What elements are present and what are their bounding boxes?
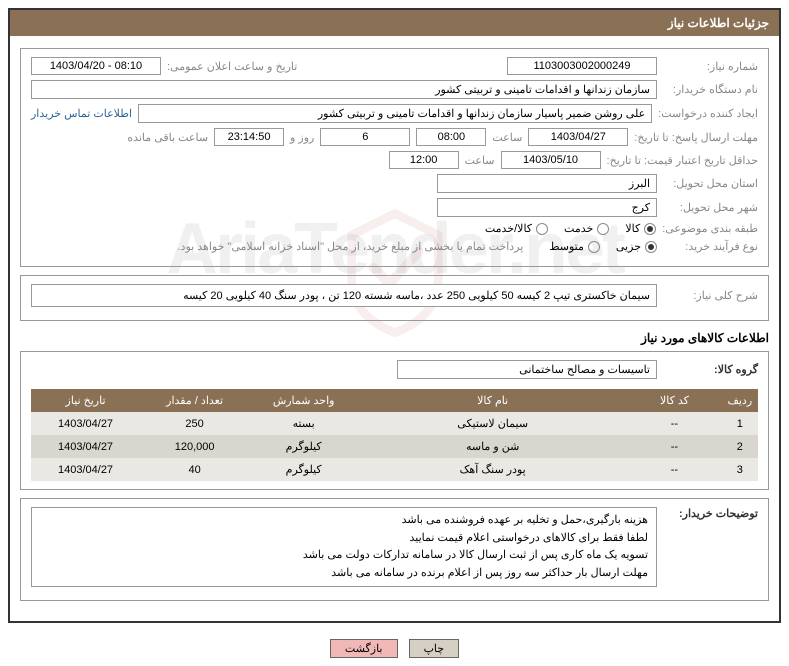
table-row: 2--شن و ماسهکیلوگرم120,0001403/04/27: [31, 435, 758, 458]
buyer-contact-link[interactable]: اطلاعات تماس خریدار: [31, 107, 132, 120]
category-label: طبقه بندی موضوعی:: [662, 222, 758, 235]
cell-date: 1403/04/27: [31, 458, 140, 481]
radio-small-label: جزیی: [616, 240, 641, 253]
cell-n: 3: [722, 458, 758, 481]
table-row: 3--پودر سنگ آهککیلوگرم401403/04/27: [31, 458, 758, 481]
radio-goods-label: کالا: [625, 222, 640, 235]
th-code: کد کالا: [627, 389, 722, 412]
buyer-org-label: نام دستگاه خریدار:: [663, 83, 758, 96]
cell-n: 1: [722, 412, 758, 435]
buyer-note-line: لطفا فقط برای کالاهای درخواستی اعلام قیم…: [40, 530, 648, 548]
radio-goods[interactable]: [644, 223, 656, 235]
th-name: نام کالا: [358, 389, 627, 412]
summary-box: شرح کلی نیاز: سیمان خاکستری تیپ 2 کیسه 5…: [20, 275, 769, 321]
group-value: تاسیسات و مصالح ساختمانی: [397, 360, 657, 379]
radio-small[interactable]: [645, 241, 657, 253]
print-button[interactable]: چاپ: [409, 639, 460, 658]
cell-date: 1403/04/27: [31, 412, 140, 435]
cell-qty: 120,000: [140, 435, 249, 458]
time-label-2: ساعت: [465, 154, 495, 167]
buyer-notes-box: توضیحات خریدار: هزینه بارگیری،حمل و تخلی…: [20, 498, 769, 601]
days-and-label: روز و: [290, 131, 314, 144]
cell-qty: 250: [140, 412, 249, 435]
province-label: استان محل تحویل:: [663, 177, 758, 190]
announce-label: تاریخ و ساعت اعلان عمومی:: [167, 60, 297, 73]
panel-header: جزئیات اطلاعات نیاز: [10, 10, 779, 36]
cell-n: 2: [722, 435, 758, 458]
requester-label: ایجاد کننده درخواست:: [658, 107, 758, 120]
deadline-resp-date: 1403/04/27: [528, 128, 628, 146]
main-info-box: شماره نیاز: 1103003002000249 تاریخ و ساع…: [20, 48, 769, 267]
announce-value: 1403/04/20 - 08:10: [31, 57, 161, 75]
th-qty: تعداد / مقدار: [140, 389, 249, 412]
buyer-note-line: تسویه یک ماه کاری پس از ثبت ارسال کالا د…: [40, 547, 648, 565]
time-label-1: ساعت: [492, 131, 522, 144]
summary-value: سیمان خاکستری تیپ 2 کیسه 50 کیلویی 250 ع…: [31, 284, 657, 307]
cell-unit: بسته: [249, 412, 358, 435]
need-no-value: 1103003002000249: [507, 57, 657, 75]
city-label: شهر محل تحویل:: [663, 201, 758, 214]
radio-service-label: خدمت: [564, 222, 593, 235]
items-box: گروه کالا: تاسیسات و مصالح ساختمانی ردیف…: [20, 351, 769, 490]
group-label: گروه کالا:: [663, 363, 758, 376]
cell-qty: 40: [140, 458, 249, 481]
province-value: البرز: [437, 174, 657, 193]
deadline-resp-time: 08:00: [416, 128, 486, 146]
radio-service[interactable]: [597, 223, 609, 235]
purchase-type-radio-group: جزیی متوسط: [549, 240, 657, 253]
cell-name: شن و ماسه: [358, 435, 627, 458]
items-section-title: اطلاعات کالاهای مورد نیاز: [20, 331, 769, 345]
purchase-type-label: نوع فرآیند خرید:: [663, 240, 758, 253]
radio-medium-label: متوسط: [549, 240, 584, 253]
deadline-resp-label: مهلت ارسال پاسخ: تا تاریخ:: [634, 131, 758, 144]
cell-date: 1403/04/27: [31, 435, 140, 458]
cell-name: پودر سنگ آهک: [358, 458, 627, 481]
category-radio-group: کالا خدمت کالا/خدمت: [485, 222, 656, 235]
buyer-org-value: سازمان زندانها و اقدامات تامینی و تربیتی…: [31, 80, 657, 99]
buyer-note-line: هزینه بارگیری،حمل و تخلیه بر عهده فروشند…: [40, 512, 648, 530]
buyer-notes-label: توضیحات خریدار:: [663, 507, 758, 520]
buyer-notes-content: هزینه بارگیری،حمل و تخلیه بر عهده فروشند…: [31, 507, 657, 587]
th-unit: واحد شمارش: [249, 389, 358, 412]
countdown: 23:14:50: [214, 128, 284, 146]
days-remaining: 6: [320, 128, 410, 146]
table-row: 1--سیمان لاستیکیبسته2501403/04/27: [31, 412, 758, 435]
radio-both-label: کالا/خدمت: [485, 222, 532, 235]
validity-label: حداقل تاریخ اعتبار قیمت: تا تاریخ:: [607, 154, 758, 167]
buyer-note-line: مهلت ارسال بار حداکثر سه روز پس از اعلام…: [40, 565, 648, 583]
remaining-label: ساعت باقی مانده: [127, 131, 208, 144]
cell-unit: کیلوگرم: [249, 458, 358, 481]
need-no-label: شماره نیاز:: [663, 60, 758, 73]
back-button[interactable]: بازگشت: [330, 639, 398, 658]
payment-note: پرداخت تمام یا بخشی از مبلغ خرید، از محل…: [178, 240, 524, 253]
radio-medium[interactable]: [588, 241, 600, 253]
cell-code: --: [627, 435, 722, 458]
requester-value: علی روشن ضمیر پاسیار سازمان زندانها و اق…: [138, 104, 652, 123]
cell-code: --: [627, 412, 722, 435]
cell-code: --: [627, 458, 722, 481]
items-table: ردیف کد کالا نام کالا واحد شمارش تعداد /…: [31, 389, 758, 481]
cell-unit: کیلوگرم: [249, 435, 358, 458]
validity-time: 12:00: [389, 151, 459, 169]
city-value: کرج: [437, 198, 657, 217]
th-date: تاریخ نیاز: [31, 389, 140, 412]
validity-date: 1403/05/10: [501, 151, 601, 169]
radio-both[interactable]: [536, 223, 548, 235]
summary-label: شرح کلی نیاز:: [663, 289, 758, 302]
cell-name: سیمان لاستیکی: [358, 412, 627, 435]
th-row: ردیف: [722, 389, 758, 412]
